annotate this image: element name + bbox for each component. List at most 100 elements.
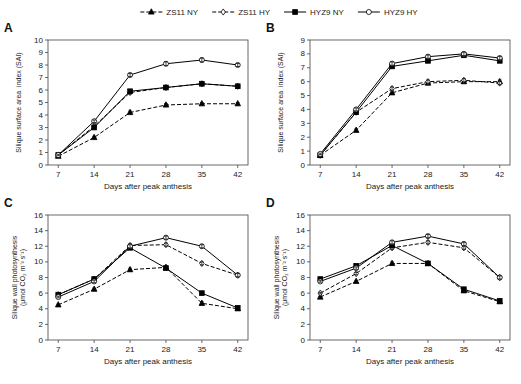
x-tick-label: 7: [56, 345, 61, 354]
error-bar: [128, 268, 132, 271]
x-tick-label: 28: [423, 345, 432, 354]
marker: [199, 291, 204, 296]
marker: [497, 275, 502, 280]
marker: [461, 287, 466, 292]
x-tick-label: 7: [318, 170, 323, 179]
marker: [56, 152, 61, 157]
y-tick-label: 14: [296, 226, 305, 235]
series-line: [58, 60, 237, 155]
plot-frame: [48, 215, 248, 340]
x-tick: [392, 165, 393, 168]
y-tick: [45, 261, 48, 262]
panel: 024681012141671421283542Days after peak …: [4, 196, 248, 366]
error-bar: [56, 304, 60, 306]
y-tick: [307, 123, 310, 124]
marker: [426, 239, 430, 245]
y-tick: [45, 90, 48, 91]
y-tick-label: 3: [301, 119, 306, 128]
x-axis-label: Days after peak anthesis: [366, 182, 454, 191]
marker: [127, 266, 133, 271]
y-axis-label-line: Silique surface area index (SAI): [277, 52, 285, 152]
marker: [318, 279, 323, 284]
y-tick-label: 2: [301, 320, 306, 329]
y-tick: [307, 95, 310, 96]
marker: [497, 299, 502, 304]
y-tick-label: 0: [39, 336, 44, 345]
marker: [163, 61, 168, 66]
x-tick-label: 21: [388, 345, 397, 354]
marker: [235, 62, 240, 67]
x-tick: [58, 340, 59, 343]
x-tick: [237, 165, 238, 168]
legend-marker: [221, 9, 225, 15]
x-tick-label: 35: [197, 170, 206, 179]
y-tick: [307, 246, 310, 247]
series-line: [58, 267, 237, 308]
x-tick-label: 42: [495, 345, 504, 354]
marker: [200, 260, 204, 266]
plot-area: [55, 57, 240, 158]
marker: [235, 101, 241, 106]
error-bar: [354, 108, 358, 111]
x-axis-label: Days after peak anthesis: [104, 357, 192, 366]
y-tick-label: 0: [301, 161, 306, 170]
y-tick: [45, 277, 48, 278]
x-tick: [130, 165, 131, 168]
error-bar: [128, 90, 132, 93]
x-tick: [165, 165, 166, 168]
y-tick-label: 2: [301, 133, 306, 142]
error-bar: [318, 292, 322, 294]
error-bar: [426, 235, 430, 238]
y-tick: [45, 230, 48, 231]
panel: 012345678971421283542Days after peak ant…: [266, 21, 510, 191]
x-tick: [320, 165, 321, 168]
error-bar: [390, 62, 394, 65]
x-tick: [392, 340, 393, 343]
y-tick-label: 9: [39, 48, 44, 57]
y-tick-label: 6: [301, 289, 306, 298]
y-tick-label: 5: [301, 91, 306, 100]
legend-item: HYZ9 NY: [284, 8, 344, 17]
error-bar: [426, 262, 430, 265]
x-tick: [201, 165, 202, 168]
x-tick-label: 14: [352, 170, 361, 179]
y-tick: [307, 81, 310, 82]
marker: [389, 260, 395, 265]
marker: [354, 271, 358, 277]
y-tick: [307, 293, 310, 294]
error-bar: [128, 245, 132, 248]
marker: [425, 54, 430, 59]
marker: [128, 89, 133, 94]
marker: [236, 272, 240, 278]
x-tick-label: 42: [495, 170, 504, 179]
error-bar: [354, 267, 358, 269]
y-tick-label: 4: [39, 111, 44, 120]
marker: [461, 241, 466, 246]
y-tick-label: 5: [39, 98, 44, 107]
y-tick-label: 2: [39, 320, 44, 329]
y-tick-label: 0: [301, 336, 306, 345]
panel-label: B: [266, 21, 275, 35]
plot-frame: [310, 215, 510, 340]
marker: [461, 288, 467, 293]
marker: [199, 300, 205, 305]
x-tick: [463, 340, 464, 343]
marker: [128, 242, 132, 248]
y-tick-label: 10: [296, 257, 305, 266]
error-bar: [426, 59, 430, 62]
marker: [164, 242, 168, 248]
legend-label: HYZ9 HY: [384, 8, 418, 17]
y-tick: [45, 152, 48, 153]
error-bar: [426, 80, 430, 83]
legend-marker: [293, 10, 298, 15]
y-tick-label: 1: [301, 147, 306, 156]
error-bar: [200, 82, 204, 85]
y-tick-label: 10: [34, 36, 43, 45]
legend-label: ZS11 HY: [238, 8, 271, 17]
marker: [55, 153, 61, 158]
marker: [199, 81, 204, 86]
error-bar: [318, 153, 322, 154]
error-bar: [164, 243, 168, 246]
marker: [353, 278, 359, 283]
error-bar: [426, 262, 430, 265]
